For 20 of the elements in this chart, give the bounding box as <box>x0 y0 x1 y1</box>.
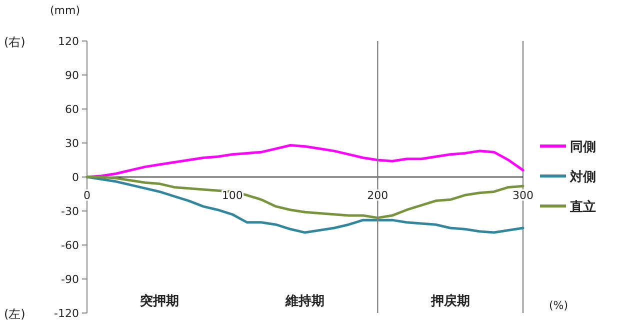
y-tick-label: 90 <box>65 69 79 82</box>
y-tick-label: -60 <box>61 239 79 252</box>
y-tick-label: -120 <box>54 307 79 320</box>
text: (左) <box>4 307 26 321</box>
annotation: 押戻期 <box>430 293 470 309</box>
y-tick-label: -30 <box>61 205 79 218</box>
y-tick-label: 60 <box>65 103 79 116</box>
x-axis-title: (%) <box>549 299 568 312</box>
y-tick-label: 30 <box>65 137 79 150</box>
x-tick-label: 100 <box>222 189 243 202</box>
annotation: 突押期 <box>139 293 180 309</box>
y-axis-title: (mm) <box>50 4 80 17</box>
legend-label: 対側 <box>569 169 596 185</box>
legend-label: 同側 <box>570 140 596 155</box>
annotation: 維持期 <box>284 294 324 309</box>
text: (右) <box>4 35 26 49</box>
y-tick-label: -90 <box>61 273 79 286</box>
legend-label: 直立 <box>569 199 596 215</box>
y-tick-label: 120 <box>58 35 79 48</box>
y-tick-label: 0 <box>72 171 79 184</box>
